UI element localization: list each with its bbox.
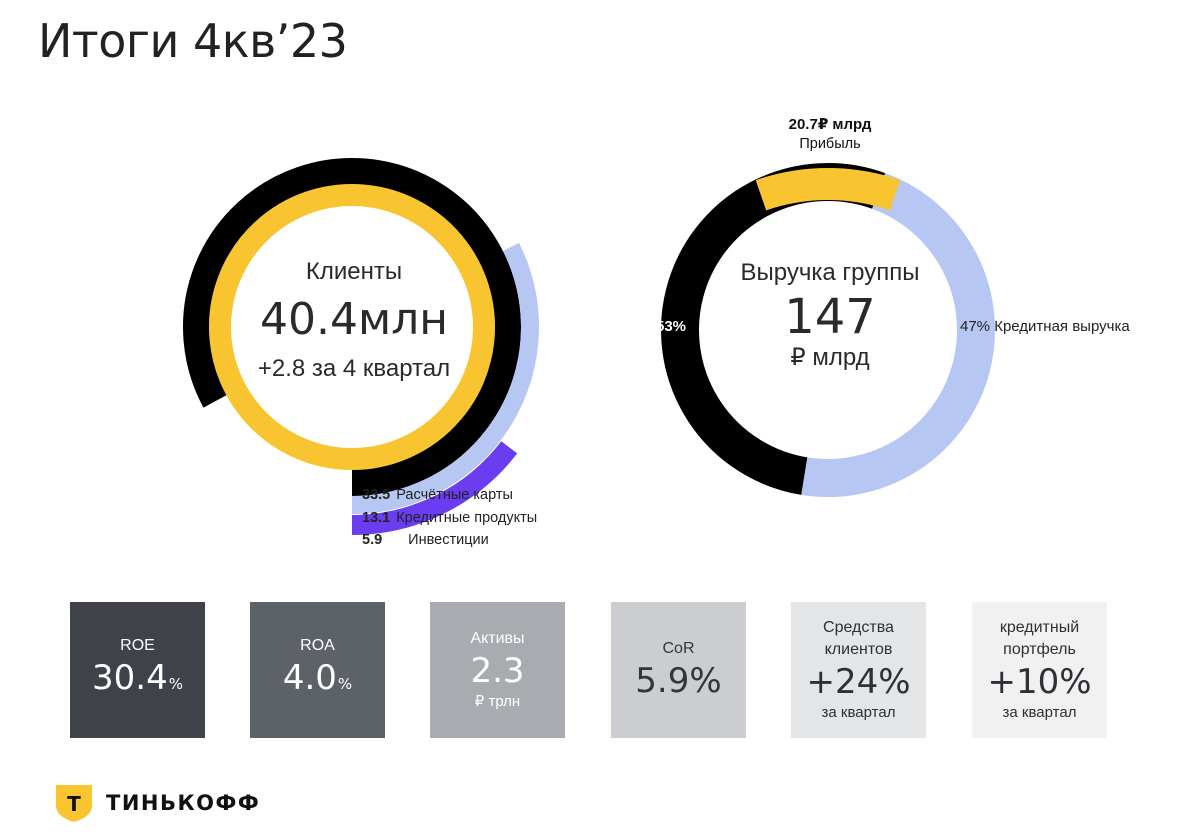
logo-text: ТИНЬКОФФ [106, 791, 261, 815]
legend-item-cards: 33.5 Расчётные карты [362, 487, 513, 503]
revenue-value: 147 [784, 289, 876, 345]
kpi-value: +24% [806, 662, 911, 702]
kpi-label: CoR [662, 640, 695, 657]
kpi-value: +10% [987, 662, 1092, 702]
kpi-value: 5.9% [635, 661, 722, 701]
clients-value: 40.4млн [259, 294, 449, 345]
kpi-label: Активы [470, 630, 525, 647]
kpi-cor: CoR 5.9% [611, 602, 746, 738]
clients-arc-1 [183, 158, 521, 496]
kpi-suffix: % [168, 675, 183, 693]
kpi-unit: за квартал [821, 704, 896, 721]
clients-total-ring [209, 184, 495, 470]
clients-arc-2 [351, 242, 539, 514]
kpi-roe: ROE 30.4% [70, 602, 205, 738]
kpi-value: 30.4% [92, 658, 183, 698]
revenue-arc-credit [801, 173, 995, 497]
clients-donut-chart [183, 158, 539, 535]
kpi-value: 2.3 [470, 651, 525, 691]
kpi-roa: ROA 4.0% [250, 602, 385, 738]
tinkoff-logo: Т ТИНЬКОФФ [54, 783, 260, 823]
kpi-label: ROE [120, 637, 155, 654]
profit-value: 20.7₽ млрд [788, 116, 872, 133]
kpi-client-funds: Средства клиентов +24% за квартал [791, 602, 926, 738]
legend-value: 5.9 [362, 532, 383, 548]
clients-subtitle: +2.8 за 4 квартал [257, 355, 451, 382]
kpi-unit: за квартал [1002, 704, 1077, 721]
profit-tab [755, 168, 901, 211]
revenue-center: Выручка группы 147 ₽ млрд [700, 255, 960, 372]
kpi-unit: ₽ трлн [474, 693, 521, 710]
legend-label: Инвестиции [408, 532, 489, 548]
kpi-label: Средства клиентов [823, 619, 894, 658]
tinkoff-shield-icon: Т [56, 785, 92, 822]
logo-mark-letter: Т [67, 792, 81, 816]
kpi-value: 4.0% [282, 658, 353, 698]
profit-label: Прибыль [799, 136, 861, 152]
charts-svg [183, 158, 995, 535]
credit-pct: 47% [960, 318, 991, 335]
revenue-label: Выручка группы [740, 259, 920, 286]
revenue-credit-label: 47% Кредитная выручка [960, 318, 1130, 335]
clients-center: Клиенты 40.4млн +2.8 за 4 квартал [214, 250, 494, 385]
legend-value: 13.1 [362, 510, 391, 526]
revenue-donut-chart [661, 163, 995, 497]
credit-label: Кредитная выручка [994, 318, 1130, 335]
page-title: Итоги 4кв’23 [38, 14, 348, 68]
kpi-assets: Активы 2.3 ₽ трлн [430, 602, 565, 738]
kpi-loan-portfolio: кредитный портфель +10% за квартал [972, 602, 1107, 738]
clients-arc-3 [351, 441, 518, 535]
legend-item-credit: 13.1 Кредитные продукты [362, 510, 537, 526]
revenue-unit: ₽ млрд [790, 344, 870, 371]
kpi-label: кредитный портфель [999, 619, 1080, 658]
legend-label: Расчётные карты [396, 487, 513, 503]
legend-item-invest: 5.9 Инвестиции [362, 532, 489, 548]
kpi-suffix: % [337, 675, 353, 693]
revenue-black-pct: 53% [656, 318, 687, 335]
legend-value: 33.5 [362, 487, 391, 503]
clients-label: Клиенты [305, 258, 403, 285]
kpi-label: ROA [300, 637, 335, 654]
legend-label: Кредитные продукты [396, 510, 538, 526]
